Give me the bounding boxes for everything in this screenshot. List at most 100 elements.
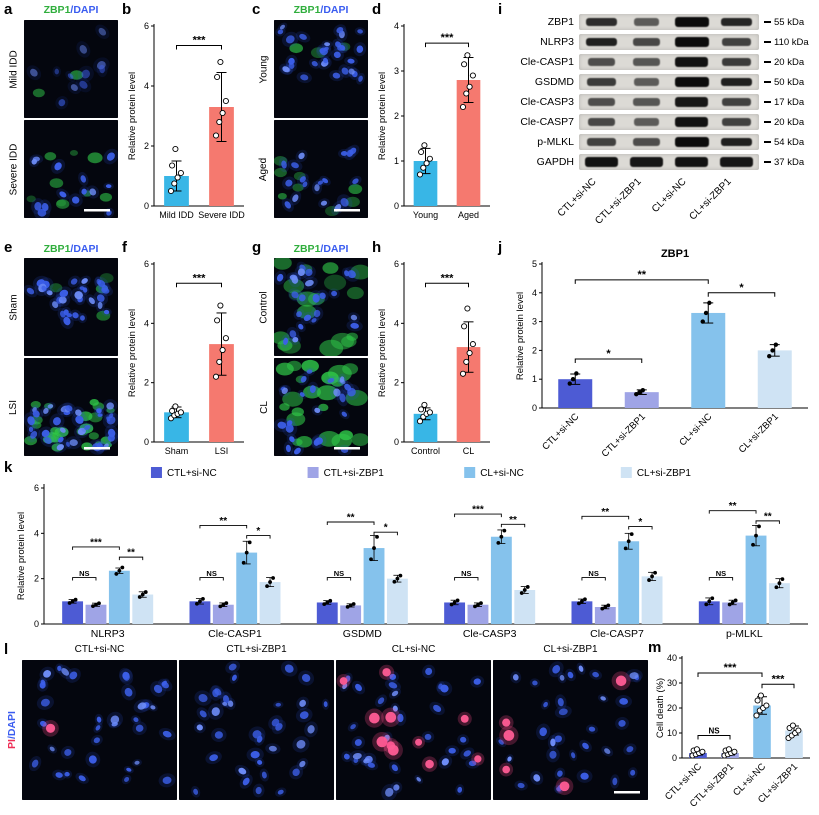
svg-text:CL+si-ZBP1: CL+si-ZBP1 bbox=[688, 176, 734, 222]
svg-text:**: ** bbox=[637, 269, 646, 281]
micrograph-sham bbox=[24, 258, 118, 356]
svg-text:Relative protein level: Relative protein level bbox=[127, 309, 138, 397]
blot-row-GSDMD: GSDMD 50 kDa bbox=[512, 72, 814, 92]
svg-text:1: 1 bbox=[532, 374, 537, 384]
row-label-severe-idd: Severe IDD bbox=[8, 143, 20, 195]
column-label-cl-si-nc: CL+si-NC bbox=[391, 644, 436, 655]
svg-text:Sham: Sham bbox=[165, 446, 189, 456]
panel-g-stain-header: ZBP1/DAPI bbox=[274, 243, 368, 256]
svg-text:CTL+si-ZBP1: CTL+si-ZBP1 bbox=[324, 468, 385, 479]
svg-text:CTL+si-NC: CTL+si-NC bbox=[556, 176, 599, 219]
svg-text:**: ** bbox=[601, 507, 609, 518]
svg-text:4: 4 bbox=[34, 528, 39, 538]
svg-text:NS: NS bbox=[461, 569, 471, 578]
blot-marker-tick bbox=[764, 21, 771, 23]
panel-letter-c: c bbox=[252, 1, 261, 18]
svg-text:***: *** bbox=[441, 32, 455, 44]
micrograph-pi-cl-si-zbp1 bbox=[493, 660, 648, 800]
svg-text:CL+si-NC: CL+si-NC bbox=[677, 411, 714, 448]
svg-text:4: 4 bbox=[144, 318, 149, 328]
blot-row-Cle-CASP7: Cle-CASP7 20 kDa bbox=[512, 112, 814, 132]
micrograph-pi-ctl-si-zbp1 bbox=[179, 660, 334, 800]
blot-band bbox=[722, 117, 751, 127]
blot-band bbox=[584, 157, 619, 167]
blot-row-Cle-CASP1: Cle-CASP1 20 kDa bbox=[512, 52, 814, 72]
blot-strip bbox=[579, 154, 759, 170]
blot-strip bbox=[579, 34, 759, 50]
blot-band bbox=[675, 97, 708, 107]
micrograph-young bbox=[274, 20, 368, 118]
dapi-label: /DAPI bbox=[320, 243, 349, 255]
blot-row-p-MLKL: p-MLKL 54 kDa bbox=[512, 132, 814, 152]
blot-band bbox=[674, 77, 709, 87]
chart-h: 0 2 4 6 Relative protein level Control CL *** bbox=[376, 250, 496, 460]
svg-text:0: 0 bbox=[672, 753, 677, 763]
column-label-ctl-si-nc: CTL+si-NC bbox=[74, 644, 125, 655]
panel-letter-d: d bbox=[372, 1, 382, 18]
blot-protein-name: Cle-CASP7 bbox=[520, 116, 574, 128]
svg-text:2: 2 bbox=[532, 345, 537, 355]
dapi-label: /DAPI bbox=[320, 4, 349, 16]
blot-row-NLRP3: NLRP3 110 kDa bbox=[512, 32, 814, 52]
panel-e-stain-header: ZBP1/DAPI bbox=[24, 243, 118, 256]
blot-kda-label: 20 kDa bbox=[759, 57, 804, 68]
blot-band bbox=[633, 58, 660, 66]
svg-text:**: ** bbox=[127, 548, 135, 559]
micrograph-aged bbox=[274, 120, 368, 218]
panel-letter-l: l bbox=[4, 641, 9, 658]
blot-band bbox=[633, 18, 660, 26]
blot-band bbox=[674, 37, 709, 47]
svg-text:NS: NS bbox=[334, 569, 344, 578]
svg-text:Young: Young bbox=[413, 210, 438, 220]
svg-text:2: 2 bbox=[394, 111, 399, 121]
row-label-sham: Sham bbox=[8, 293, 20, 321]
blot-band bbox=[720, 77, 753, 87]
blot-marker-tick bbox=[764, 141, 771, 143]
svg-text:CTL+si-ZBP1: CTL+si-ZBP1 bbox=[600, 411, 648, 459]
svg-text:NS: NS bbox=[588, 569, 598, 578]
blot-marker-tick bbox=[764, 61, 771, 63]
row-label-mild-idd: Mild IDD bbox=[8, 49, 20, 89]
zbp1-label: ZBP1 bbox=[43, 243, 71, 255]
blot-band bbox=[674, 17, 709, 27]
svg-text:NS: NS bbox=[716, 569, 726, 578]
blot-band bbox=[719, 157, 753, 167]
svg-text:4: 4 bbox=[532, 288, 537, 298]
blot-band bbox=[720, 17, 753, 27]
panel-letter-a: a bbox=[4, 1, 13, 18]
blot-strip bbox=[579, 114, 759, 130]
svg-text:Relative protein level: Relative protein level bbox=[16, 512, 27, 600]
svg-text:0: 0 bbox=[144, 437, 149, 447]
row-label-control: Control bbox=[258, 290, 270, 324]
svg-text:GSDMD: GSDMD bbox=[343, 628, 383, 640]
svg-text:CL+si-ZBP1: CL+si-ZBP1 bbox=[737, 411, 781, 455]
western-blot: ZBP1 55 kDa NLRP3 110 kDa Cle-CASP1 20 kDa GSD… bbox=[512, 12, 814, 172]
svg-text:1: 1 bbox=[394, 156, 399, 166]
blot-marker-tick bbox=[764, 41, 771, 43]
blot-protein-name: ZBP1 bbox=[547, 16, 574, 28]
svg-text:NS: NS bbox=[206, 569, 216, 578]
svg-text:Cle-CASP3: Cle-CASP3 bbox=[463, 628, 517, 640]
panel-a-stain-header: ZBP1/DAPI bbox=[24, 4, 118, 17]
svg-text:4: 4 bbox=[394, 318, 399, 328]
dapi-label: /DAPI bbox=[70, 243, 99, 255]
blot-band bbox=[674, 137, 709, 147]
svg-text:*: * bbox=[638, 517, 642, 528]
svg-text:4: 4 bbox=[394, 21, 399, 31]
svg-text:***: *** bbox=[441, 272, 455, 284]
svg-text:Relative protein level: Relative protein level bbox=[515, 292, 526, 380]
svg-text:*: * bbox=[739, 282, 744, 294]
dapi-label: /DAPI bbox=[70, 4, 99, 16]
blot-kda-label: 37 kDa bbox=[759, 157, 804, 168]
blot-band bbox=[587, 137, 616, 147]
panel-letter-h: h bbox=[372, 239, 382, 256]
svg-text:NS: NS bbox=[79, 569, 89, 578]
svg-text:0: 0 bbox=[144, 201, 149, 211]
svg-text:***: *** bbox=[472, 505, 484, 516]
svg-text:***: *** bbox=[772, 673, 786, 685]
chart-d: 0 1 2 3 4 Relative protein level Young Aged *** bbox=[376, 12, 496, 224]
svg-text:Cle-CASP7: Cle-CASP7 bbox=[590, 628, 644, 640]
panel-letter-b: b bbox=[122, 1, 132, 18]
svg-text:0: 0 bbox=[394, 201, 399, 211]
